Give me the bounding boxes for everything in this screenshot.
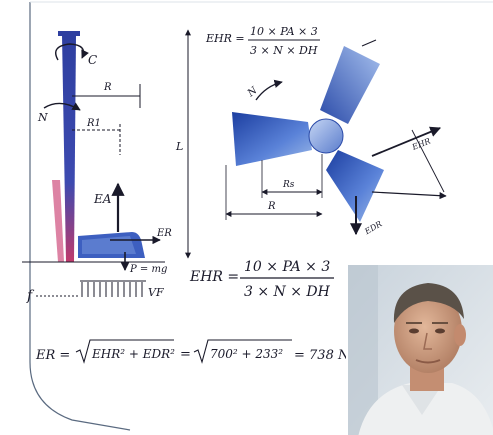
rotor-hub — [308, 118, 344, 154]
label-edr: EDR — [362, 219, 383, 236]
label-r-rotor: R — [267, 201, 276, 212]
rotation-n-arc — [43, 102, 81, 111]
label-vf: VF — [148, 286, 164, 299]
blade-top — [320, 46, 380, 124]
label-r-tower: R — [103, 82, 112, 93]
label-rs: Rs — [282, 180, 295, 190]
formula-ehr-mid-num: 10 × PA × 3 — [244, 259, 330, 275]
formula-ehr-top-den: 3 × N × DH — [250, 44, 318, 57]
formula-er-lhs: ER = — [35, 348, 70, 363]
blade-right-lower — [326, 150, 384, 222]
formula-ehr-mid-den: 3 × N × DH — [244, 284, 331, 300]
force-link — [411, 129, 445, 193]
formula-ehr-top-lhs: EHR = — [205, 32, 245, 45]
resultant-arrow — [371, 191, 447, 200]
mast-cap — [58, 31, 80, 36]
sail-edge — [52, 180, 64, 262]
formula-ehr-top: EHR = 10 × PA × 3 3 × N × DH — [205, 25, 320, 57]
label-f: f — [26, 288, 35, 304]
rotor-diagram: EHR = 10 × PA × 3 3 × N × DH N EHR EDR R… — [205, 25, 447, 237]
rotation-c-arc — [55, 43, 89, 61]
radical-2 — [193, 339, 292, 364]
formula-ehr-top-num: 10 × PA × 3 — [250, 25, 318, 38]
vf-load-arrows — [80, 280, 146, 297]
label-l: L — [175, 140, 183, 153]
label-n-tower: N — [37, 111, 48, 124]
person-photo-icon — [348, 265, 493, 435]
label-pmg: P = mg — [129, 264, 167, 275]
mast — [62, 35, 76, 262]
formula-er-rad2: 700² + 233² — [210, 347, 283, 361]
formula-er: ER = EHR² + EDR² = 700² + 233² = 738 N — [35, 339, 350, 364]
formula-er-rad1: EHR² + EDR² — [91, 347, 175, 361]
label-r1: R1 — [86, 118, 101, 129]
ehr-arrow — [371, 126, 441, 157]
blade-left — [232, 112, 312, 166]
tower-diagram: C N R R1 EA ER P = mg — [22, 29, 191, 304]
formula-ehr-mid-lhs: EHR = — [189, 269, 239, 285]
formula-er-eq: = — [180, 347, 191, 362]
label-er-tower: ER — [156, 228, 172, 239]
formula-er-result: = 738 N — [294, 348, 350, 363]
radical-1 — [75, 339, 174, 364]
label-c: C — [88, 53, 97, 67]
formula-ehr-mid: EHR = 10 × PA × 3 3 × N × DH — [189, 259, 334, 300]
page-frame — [29, 2, 131, 431]
rotor-shaft — [361, 39, 377, 47]
person-photo — [346, 263, 493, 435]
rotor-rotation-arc — [255, 79, 283, 101]
label-ea: EA — [93, 192, 112, 206]
